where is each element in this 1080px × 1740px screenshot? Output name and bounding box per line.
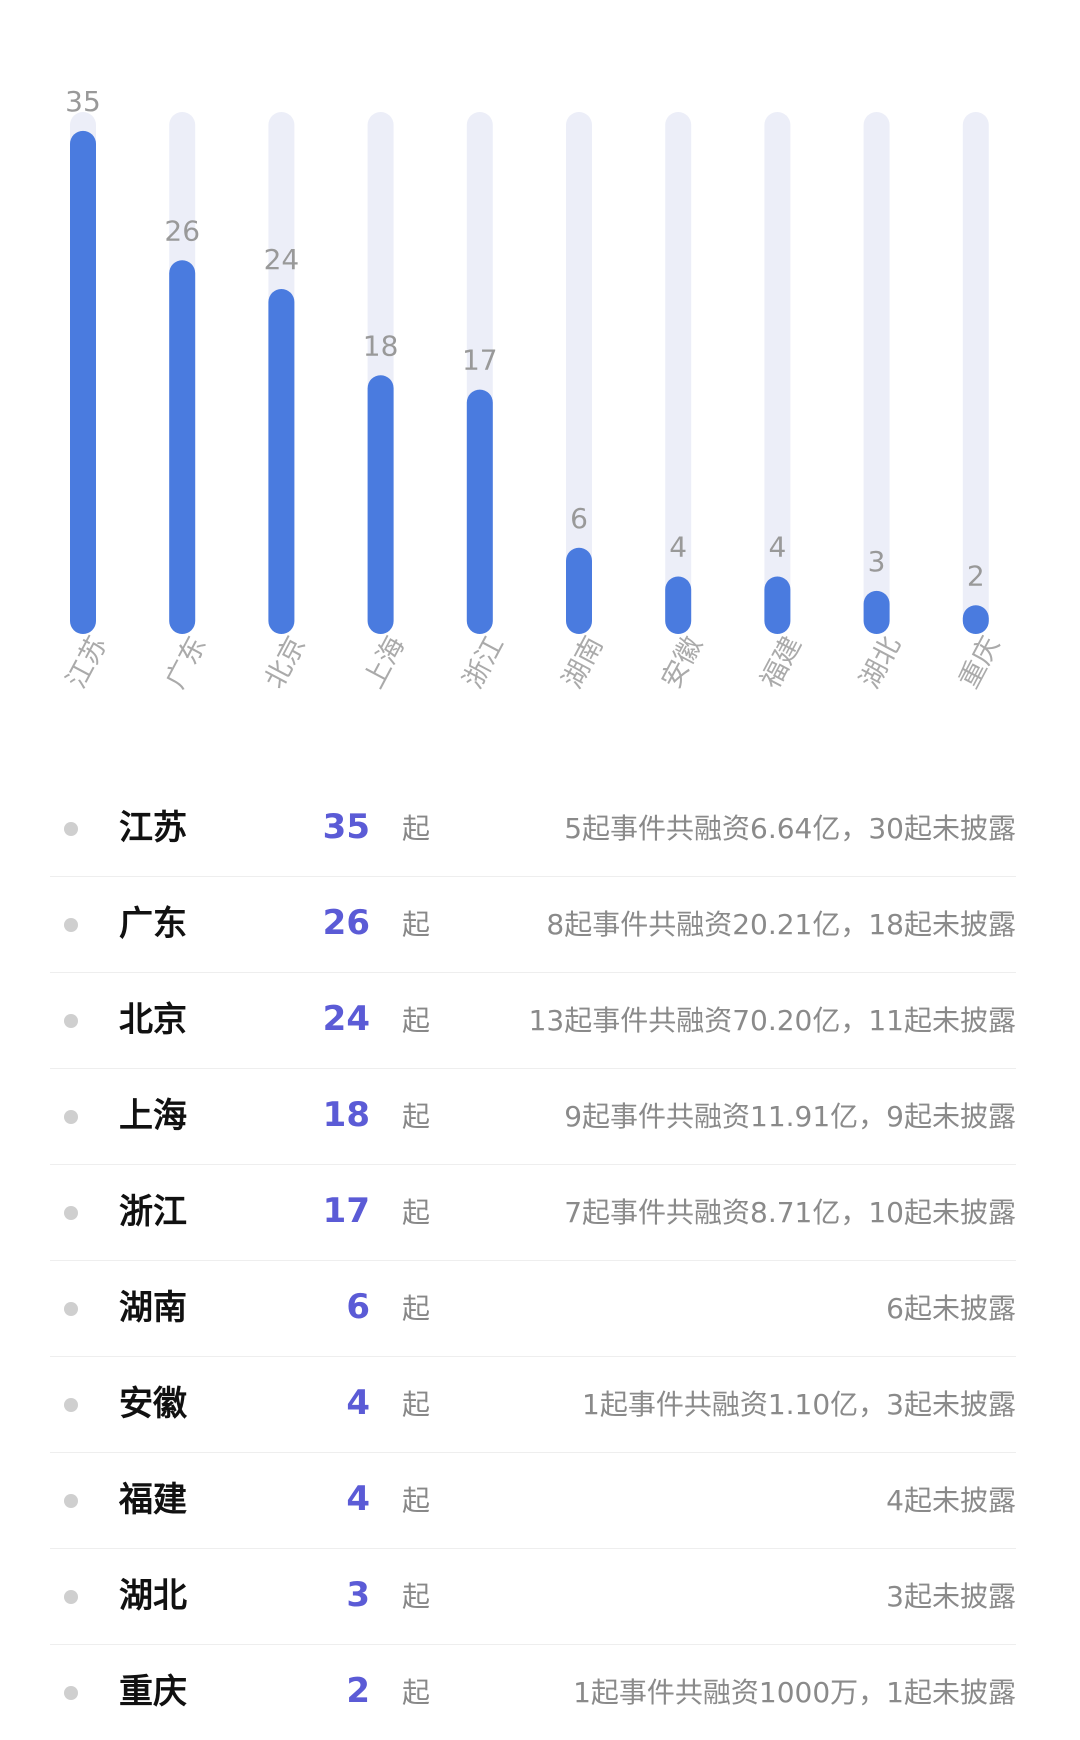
x-tick-label: 上海 [358, 631, 411, 693]
funding-description: 4起未披露 [886, 1484, 1016, 1517]
count-unit: 起 [402, 812, 431, 845]
x-tick-label: 广东 [160, 631, 213, 693]
data-label: 6 [570, 502, 588, 535]
x-tick-label: 北京 [259, 631, 312, 693]
data-label: 26 [164, 214, 200, 247]
list-item: 江苏 35 起 5起事件共融资6.64亿，30起未披露 [50, 781, 1016, 877]
data-label: 17 [462, 344, 498, 377]
event-count: 3 [346, 1575, 370, 1615]
bar [268, 289, 295, 634]
event-count: 18 [322, 1095, 370, 1135]
bar-track [863, 112, 890, 634]
list-item: 安徽 4 起 1起事件共融资1.10亿，3起未披露 [50, 1357, 1016, 1453]
x-tick-label: 湖北 [854, 631, 907, 693]
bullet-icon [64, 822, 78, 836]
count-unit: 起 [402, 1100, 431, 1133]
data-label: 18 [363, 329, 399, 362]
data-label: 2 [967, 559, 985, 592]
bar [70, 130, 96, 634]
region-name: 湖北 [119, 1576, 187, 1616]
event-count: 4 [346, 1479, 370, 1519]
region-name: 浙江 [119, 1192, 187, 1232]
bullet-icon [64, 918, 78, 932]
funding-description: 13起事件共融资70.20亿，11起未披露 [528, 1004, 1016, 1037]
bar [367, 375, 394, 634]
funding-description: 1起事件共融资1000万，1起未披露 [573, 1676, 1016, 1709]
bar-track [764, 112, 791, 634]
event-count: 2 [346, 1671, 370, 1711]
bullet-icon [64, 1302, 78, 1316]
list-item: 北京 24 起 13起事件共融资70.20亿，11起未披露 [50, 973, 1016, 1069]
count-unit: 起 [402, 1580, 431, 1613]
count-unit: 起 [402, 1484, 431, 1517]
bar-track [665, 112, 692, 634]
bullet-icon [64, 1014, 78, 1028]
event-count: 35 [322, 807, 370, 847]
count-unit: 起 [402, 1196, 431, 1229]
event-count: 4 [346, 1383, 370, 1423]
funding-description: 5起事件共融资6.64亿，30起未披露 [564, 812, 1016, 845]
list-item: 湖北 3 起 3起未披露 [50, 1549, 1016, 1645]
event-count: 24 [322, 999, 370, 1039]
x-tick-label: 福建 [755, 631, 808, 693]
list-item: 上海 18 起 9起事件共融资11.91亿，9起未披露 [50, 1069, 1016, 1165]
region-name: 江苏 [119, 808, 187, 848]
list-item: 浙江 17 起 7起事件共融资8.71亿，10起未披露 [50, 1165, 1016, 1261]
list-item: 广东 26 起 8起事件共融资20.21亿，18起未披露 [50, 877, 1016, 973]
count-unit: 起 [402, 908, 431, 941]
count-unit: 起 [402, 1004, 431, 1037]
funding-description: 7起事件共融资8.71亿，10起未披露 [564, 1196, 1016, 1229]
list-item: 福建 4 起 4起未披露 [50, 1453, 1016, 1549]
region-name: 广东 [119, 904, 187, 944]
bar-track [962, 112, 989, 634]
bar [962, 605, 989, 634]
bar [566, 547, 592, 634]
region-name: 安徽 [119, 1384, 187, 1424]
x-tick-label: 安徽 [656, 631, 709, 693]
x-tick-label: 重庆 [954, 631, 1007, 693]
x-tick-label: 江苏 [61, 631, 114, 693]
count-unit: 起 [402, 1292, 431, 1325]
bar-chart: 35 江苏 26 广东 24 北京 18 上海 17 浙江 6 湖南 4 安徽 4 福建 3 湖北 2 重庆 [61, 85, 1007, 694]
funding-description: 6起未披露 [886, 1292, 1016, 1325]
bar [466, 389, 493, 634]
region-name: 上海 [119, 1096, 187, 1136]
count-unit: 起 [402, 1388, 431, 1421]
region-name: 北京 [119, 1000, 187, 1040]
region-list: 江苏 35 起 5起事件共融资6.64亿，30起未披露 广东 26 起 8起事件… [50, 781, 1016, 1740]
data-label: 35 [65, 85, 101, 118]
data-label: 3 [868, 545, 886, 578]
event-count: 17 [322, 1191, 370, 1231]
bullet-icon [64, 1686, 78, 1700]
bar [169, 260, 196, 634]
region-name: 福建 [119, 1480, 187, 1520]
funding-description: 9起事件共融资11.91亿，9起未披露 [564, 1100, 1016, 1133]
event-count: 6 [346, 1287, 370, 1327]
list-item: 湖南 6 起 6起未披露 [50, 1261, 1016, 1357]
event-count: 26 [322, 903, 370, 943]
region-name: 湖南 [119, 1288, 187, 1328]
funding-description: 3起未披露 [886, 1580, 1016, 1613]
bar [665, 576, 692, 634]
bullet-icon [64, 1206, 78, 1220]
bullet-icon [64, 1590, 78, 1604]
count-unit: 起 [402, 1676, 431, 1709]
bullet-icon [64, 1398, 78, 1412]
data-label: 4 [669, 531, 687, 564]
funding-description: 8起事件共融资20.21亿，18起未披露 [546, 908, 1016, 941]
bar-track [566, 112, 592, 634]
bullet-icon [64, 1494, 78, 1508]
data-label: 24 [264, 243, 300, 276]
bullet-icon [64, 1110, 78, 1124]
x-tick-label: 浙江 [458, 631, 511, 693]
funding-description: 1起事件共融资1.10亿，3起未披露 [582, 1388, 1016, 1421]
x-tick-label: 湖南 [557, 631, 610, 693]
bar [863, 590, 890, 634]
data-label: 4 [768, 531, 786, 564]
region-name: 重庆 [119, 1672, 187, 1712]
list-item: 重庆 2 起 1起事件共融资1000万，1起未披露 [50, 1645, 1016, 1740]
bar [764, 576, 791, 634]
